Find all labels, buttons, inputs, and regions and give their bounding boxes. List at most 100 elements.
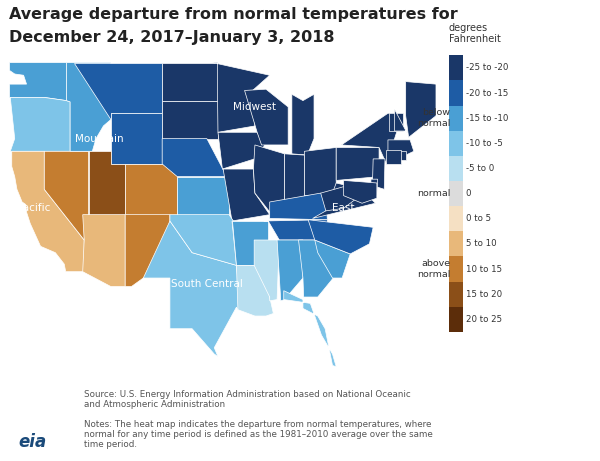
Polygon shape — [10, 63, 67, 100]
Text: East: East — [332, 203, 355, 213]
Text: -10 to -5: -10 to -5 — [466, 139, 503, 148]
Polygon shape — [344, 180, 377, 203]
Text: Midwest: Midwest — [233, 102, 277, 112]
Polygon shape — [386, 150, 401, 164]
Polygon shape — [178, 177, 229, 215]
Polygon shape — [162, 63, 218, 100]
Polygon shape — [83, 215, 125, 286]
Text: Mountain: Mountain — [76, 134, 124, 144]
Polygon shape — [253, 145, 284, 215]
Polygon shape — [170, 215, 236, 266]
Polygon shape — [269, 193, 328, 220]
Polygon shape — [44, 151, 89, 240]
Polygon shape — [125, 164, 178, 215]
Polygon shape — [299, 240, 333, 297]
Text: degrees
Fahrenheit: degrees Fahrenheit — [449, 23, 500, 44]
Text: South Central: South Central — [171, 279, 243, 290]
Polygon shape — [12, 151, 84, 272]
Text: 15 to 20: 15 to 20 — [466, 290, 502, 299]
Polygon shape — [284, 154, 304, 202]
Polygon shape — [395, 109, 409, 137]
Polygon shape — [162, 100, 218, 139]
Polygon shape — [284, 291, 336, 367]
Polygon shape — [213, 63, 269, 132]
Text: -20 to -15: -20 to -15 — [466, 89, 508, 98]
Polygon shape — [12, 151, 84, 272]
Polygon shape — [236, 266, 274, 316]
Text: December 24, 2017–January 3, 2018: December 24, 2017–January 3, 2018 — [9, 30, 335, 45]
Bar — [449, 181, 463, 206]
Polygon shape — [213, 63, 269, 132]
Polygon shape — [74, 63, 162, 119]
Polygon shape — [400, 151, 406, 160]
Text: normal: normal — [416, 189, 450, 198]
Polygon shape — [236, 266, 274, 316]
Polygon shape — [395, 109, 409, 137]
Polygon shape — [10, 97, 70, 151]
Polygon shape — [125, 215, 170, 286]
Polygon shape — [389, 113, 403, 131]
Polygon shape — [232, 221, 268, 266]
Polygon shape — [10, 97, 70, 151]
Polygon shape — [245, 89, 288, 145]
Polygon shape — [74, 63, 162, 119]
Polygon shape — [245, 89, 288, 145]
Polygon shape — [308, 220, 373, 254]
Polygon shape — [89, 151, 125, 215]
Polygon shape — [386, 150, 401, 164]
Polygon shape — [218, 132, 265, 169]
Polygon shape — [125, 164, 178, 215]
Bar — [449, 81, 463, 106]
Bar — [449, 256, 463, 282]
Polygon shape — [292, 94, 314, 155]
Polygon shape — [371, 179, 377, 195]
Polygon shape — [313, 183, 376, 219]
Polygon shape — [304, 148, 336, 195]
Polygon shape — [277, 240, 303, 301]
Text: -5 to 0: -5 to 0 — [466, 164, 494, 173]
Polygon shape — [386, 150, 401, 164]
Polygon shape — [400, 151, 406, 160]
Polygon shape — [223, 169, 269, 221]
Polygon shape — [162, 63, 218, 100]
Polygon shape — [344, 180, 377, 203]
Polygon shape — [373, 159, 385, 189]
Text: above
normal: above normal — [416, 260, 450, 279]
Text: 10 to 15: 10 to 15 — [466, 265, 502, 273]
Polygon shape — [313, 183, 376, 219]
Polygon shape — [143, 221, 240, 357]
Polygon shape — [218, 132, 265, 169]
Polygon shape — [308, 220, 373, 254]
Polygon shape — [10, 63, 67, 100]
Polygon shape — [406, 82, 436, 137]
Polygon shape — [299, 240, 333, 297]
Polygon shape — [111, 113, 162, 164]
Polygon shape — [388, 140, 414, 158]
Polygon shape — [223, 169, 269, 221]
Polygon shape — [373, 159, 385, 189]
Polygon shape — [162, 139, 227, 177]
Polygon shape — [400, 151, 406, 160]
Polygon shape — [341, 113, 403, 164]
Polygon shape — [67, 63, 111, 151]
Polygon shape — [143, 221, 240, 357]
Polygon shape — [292, 94, 314, 155]
Polygon shape — [292, 94, 314, 155]
Polygon shape — [371, 179, 377, 195]
Polygon shape — [178, 177, 229, 215]
Polygon shape — [341, 113, 403, 164]
Polygon shape — [341, 113, 403, 164]
Polygon shape — [143, 221, 240, 357]
Polygon shape — [389, 113, 403, 131]
Polygon shape — [315, 240, 350, 278]
Polygon shape — [12, 151, 84, 272]
Polygon shape — [371, 179, 377, 195]
Bar — [449, 131, 463, 156]
Text: Source: U.S. Energy Information Administration based on National Oceanic
and Atm: Source: U.S. Energy Information Administ… — [84, 390, 411, 409]
Polygon shape — [254, 240, 279, 301]
Polygon shape — [178, 177, 229, 215]
Text: 20 to 25: 20 to 25 — [466, 315, 502, 324]
Polygon shape — [344, 180, 377, 203]
Polygon shape — [232, 221, 268, 266]
Polygon shape — [320, 183, 357, 211]
